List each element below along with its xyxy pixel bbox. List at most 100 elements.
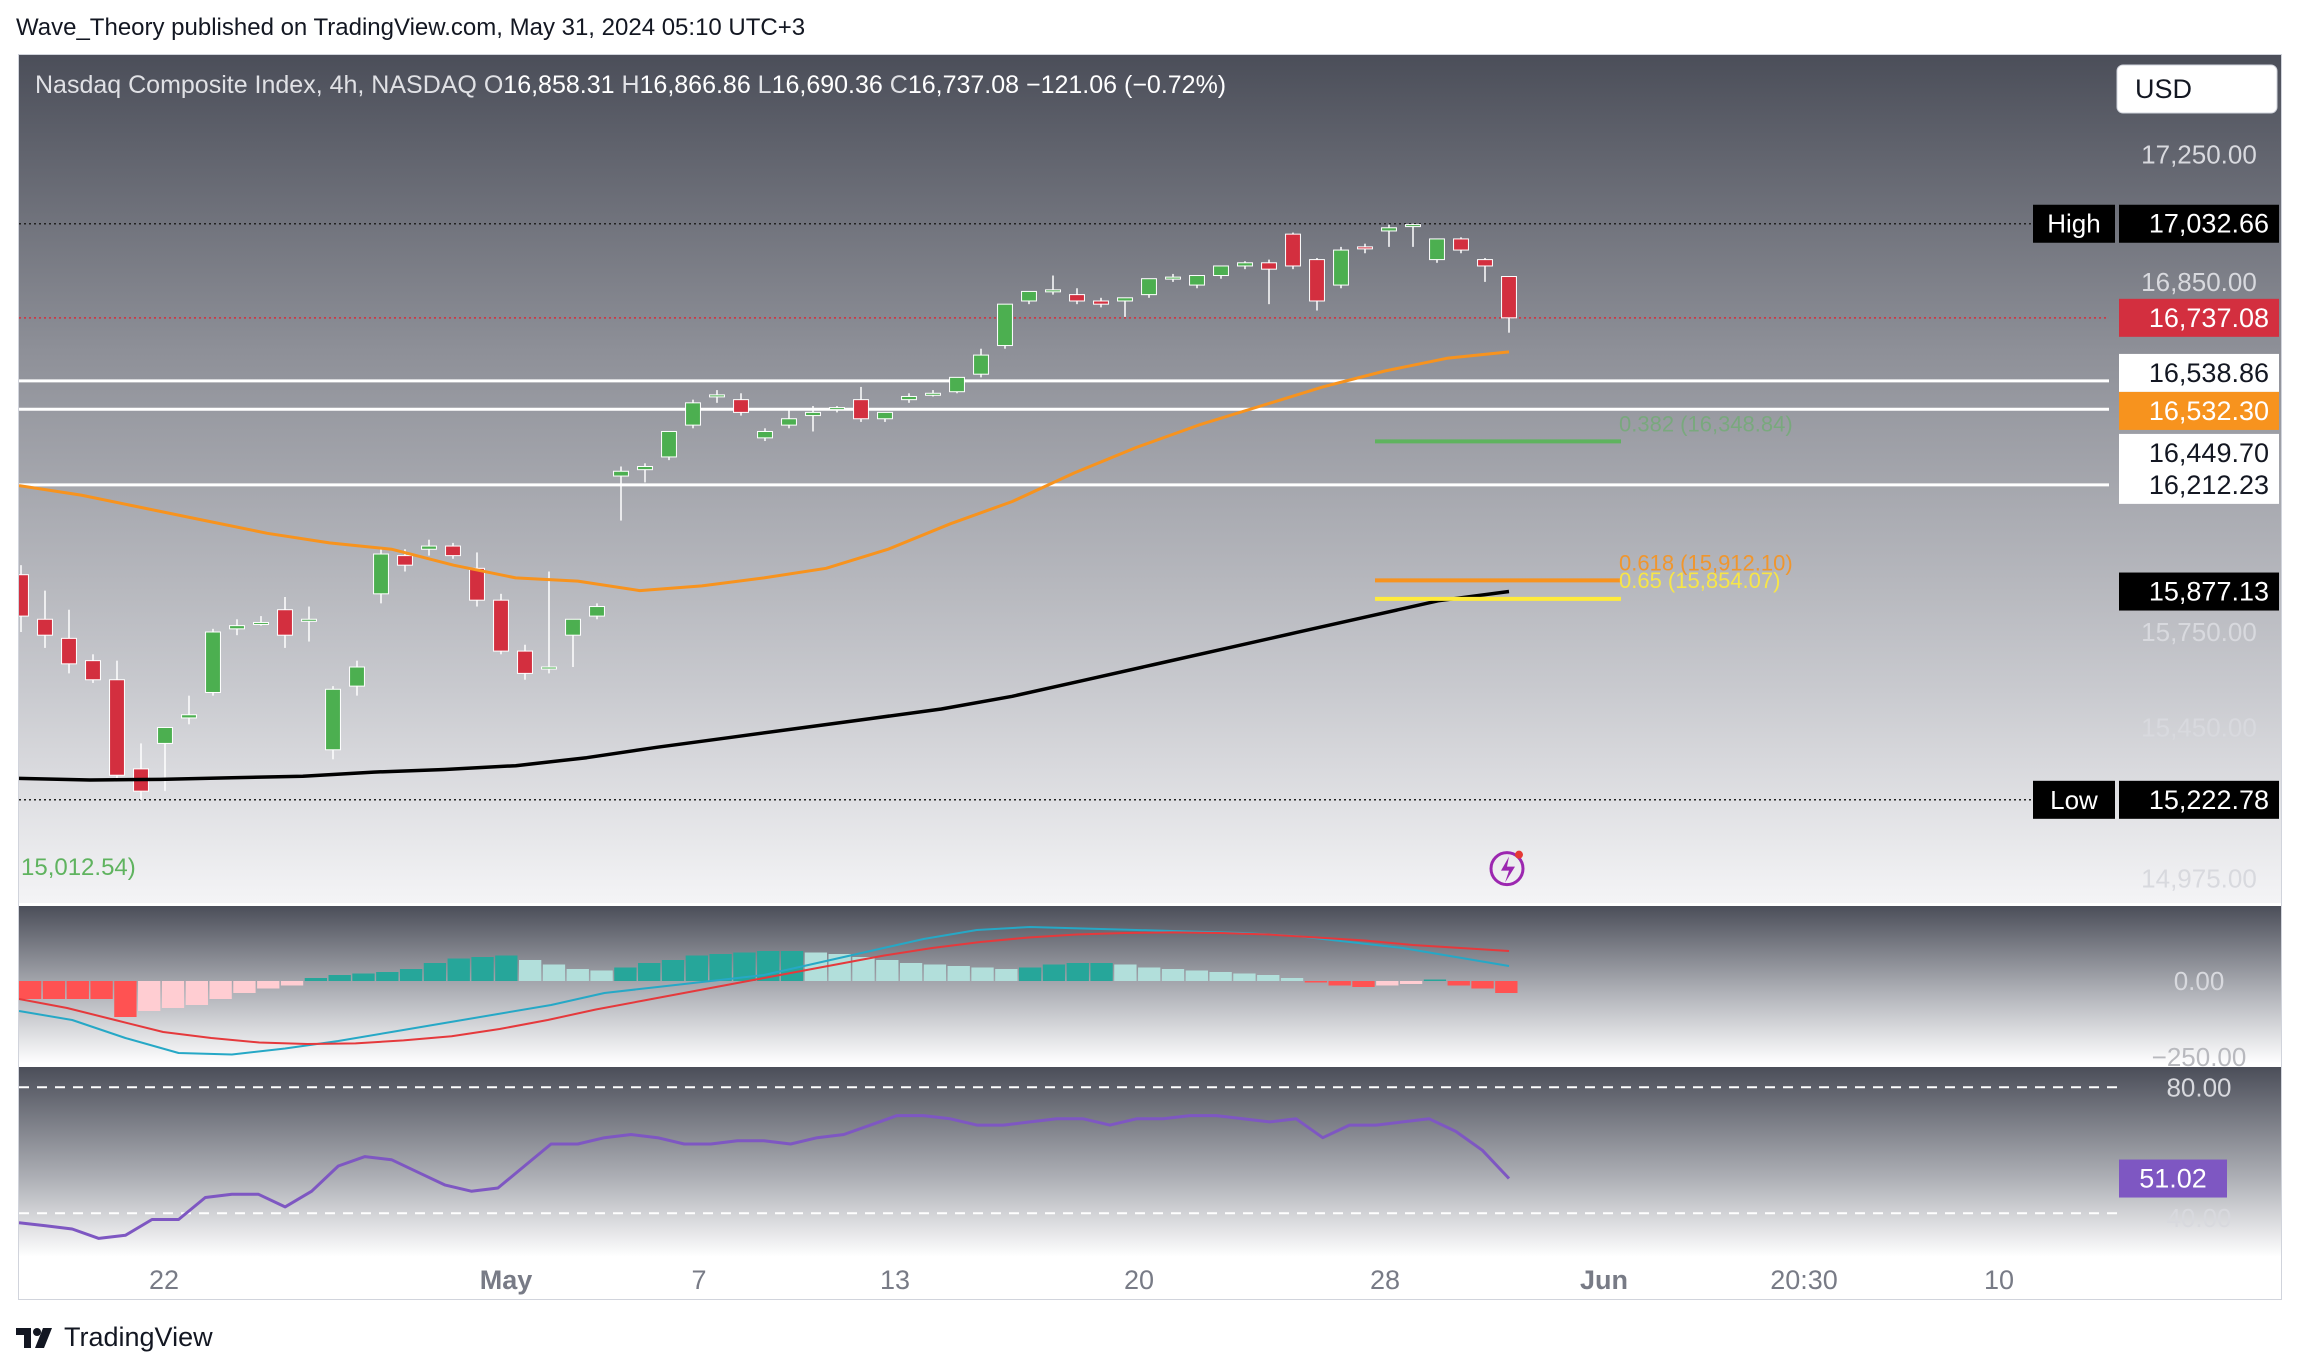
macd-histogram-bar — [1233, 973, 1256, 981]
candle-body — [1237, 262, 1253, 267]
candle[interactable] — [1093, 297, 1109, 308]
candle[interactable] — [1405, 223, 1421, 247]
candle[interactable] — [1213, 265, 1229, 279]
candle[interactable] — [1237, 261, 1253, 270]
candle[interactable] — [349, 660, 365, 696]
last-price-label[interactable]: 16,737.08 — [2119, 298, 2279, 337]
candle[interactable] — [973, 348, 989, 378]
ema200-price-label[interactable]: 15,877.13 — [2119, 572, 2279, 611]
macd-axis-tick: 0.00 — [2174, 966, 2225, 996]
candle[interactable] — [421, 539, 437, 556]
macd-histogram-bar — [566, 969, 589, 981]
candle[interactable] — [1381, 224, 1397, 247]
candle-body — [1453, 238, 1469, 251]
candle-body — [1021, 290, 1037, 302]
time-axis-tick: May — [480, 1265, 533, 1295]
macd-histogram-bar — [852, 957, 875, 981]
rsi-pane[interactable] — [19, 1067, 2282, 1257]
candle[interactable] — [733, 393, 749, 416]
rsi-value-label[interactable]: 51.02 — [2119, 1159, 2227, 1198]
candle[interactable] — [253, 616, 269, 626]
low-price-label[interactable]: 15,222.78 Low — [2033, 780, 2279, 819]
candle[interactable] — [181, 695, 197, 725]
alert-lightning-icon[interactable] — [1489, 850, 1525, 887]
candle[interactable] — [301, 606, 317, 642]
candle[interactable] — [1165, 273, 1181, 282]
candle[interactable] — [469, 552, 485, 607]
candle[interactable] — [1141, 278, 1157, 298]
candle[interactable] — [757, 428, 773, 442]
candle[interactable] — [1261, 259, 1277, 305]
candle[interactable] — [109, 660, 125, 779]
macd-histogram-bar — [733, 952, 756, 981]
candle-body — [1477, 259, 1493, 267]
candle[interactable] — [1357, 243, 1373, 254]
footer-brand[interactable]: TradingView — [16, 1322, 213, 1353]
candle[interactable] — [1477, 258, 1493, 282]
time-axis-tick: 13 — [880, 1265, 910, 1295]
candle[interactable] — [325, 686, 341, 760]
macd-histogram-bar — [447, 958, 470, 981]
candle[interactable] — [157, 726, 173, 792]
rsi-line — [19, 1114, 1511, 1240]
candle[interactable] — [1501, 276, 1517, 333]
candle[interactable] — [205, 628, 221, 696]
candle[interactable] — [853, 386, 869, 422]
price-pane[interactable] — [19, 55, 2282, 903]
candle[interactable] — [19, 565, 29, 633]
candle[interactable] — [1045, 275, 1061, 295]
candle[interactable] — [925, 390, 941, 397]
candle[interactable] — [1333, 246, 1349, 289]
candle-body — [1357, 246, 1373, 250]
candle[interactable] — [37, 590, 53, 648]
candle[interactable] — [541, 571, 557, 674]
high-price-label[interactable]: 17,032.66 High — [2033, 204, 2279, 243]
candle[interactable] — [277, 596, 293, 648]
candle[interactable] — [1285, 232, 1301, 270]
chart-canvas[interactable]: 17,250.00 16,850.00 15,750.00 15,450.00 14,9… — [19, 55, 2282, 1300]
candle[interactable] — [877, 411, 893, 422]
candle-body — [757, 430, 773, 439]
candle[interactable] — [85, 654, 101, 683]
candle[interactable] — [781, 409, 797, 429]
candle[interactable] — [997, 303, 1013, 349]
candle[interactable] — [709, 390, 725, 403]
candle[interactable] — [61, 609, 77, 674]
candle[interactable] — [805, 406, 821, 432]
candle[interactable] — [589, 603, 605, 620]
symbol-legend[interactable]: Nasdaq Composite Index, 4h, NASDAQ O16,8… — [35, 71, 1226, 99]
candle-body — [1189, 275, 1205, 286]
candle[interactable] — [373, 549, 389, 604]
candle[interactable] — [637, 463, 653, 483]
candle[interactable] — [1021, 290, 1037, 305]
ema50-price-label[interactable]: 16,532.30 — [2119, 391, 2279, 430]
candle[interactable] — [229, 619, 245, 636]
candle[interactable] — [1453, 237, 1469, 254]
candle[interactable] — [1429, 238, 1445, 263]
candle[interactable] — [1069, 288, 1085, 305]
candle[interactable] — [1309, 258, 1325, 311]
candle[interactable] — [949, 376, 965, 394]
candle[interactable] — [445, 542, 461, 559]
svg-text:16,449.70: 16,449.70 — [2149, 438, 2269, 468]
candle[interactable] — [829, 406, 845, 413]
level-price-label[interactable]: 16,212.23 — [2119, 465, 2279, 504]
candle[interactable] — [901, 393, 917, 403]
candle[interactable] — [685, 399, 701, 429]
candle-body — [613, 470, 629, 477]
level-price-label[interactable]: 16,538.86 — [2119, 353, 2279, 392]
candle-body — [19, 574, 29, 617]
candle[interactable] — [493, 593, 509, 655]
candle[interactable] — [613, 466, 629, 521]
chart-frame[interactable]: 17,250.00 16,850.00 15,750.00 15,450.00 14,9… — [18, 54, 2282, 1300]
brand-name: TradingView — [64, 1322, 213, 1352]
candle[interactable] — [1117, 297, 1133, 317]
candle[interactable] — [565, 618, 581, 668]
candle[interactable] — [1189, 275, 1205, 289]
level-price-label[interactable]: 16,449.70 — [2119, 433, 2279, 472]
candle[interactable] — [661, 430, 677, 461]
candle[interactable] — [517, 644, 533, 680]
time-axis-tick: 20 — [1124, 1265, 1154, 1295]
currency-button[interactable]: USD — [2116, 64, 2278, 114]
time-axis[interactable] — [19, 1257, 2282, 1300]
